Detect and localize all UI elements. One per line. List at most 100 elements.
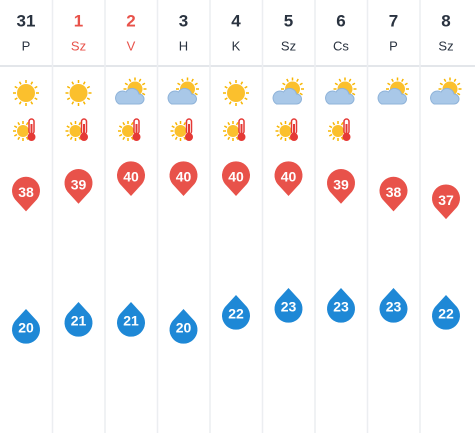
day-number: 31 [17, 11, 36, 30]
weekday: P [389, 38, 398, 53]
sun-ray [296, 78, 299, 83]
sun-ray [453, 78, 457, 83]
sun-disc [69, 84, 88, 102]
min-temperature-drop [432, 295, 460, 330]
sun-ray [171, 125, 175, 129]
heat-warning-icon [275, 118, 298, 141]
sun-ray [25, 121, 29, 126]
sun-ray [177, 82, 181, 86]
sun-ray [141, 92, 146, 96]
sun-ray [279, 136, 283, 141]
sun-ray [86, 85, 91, 89]
weather-icon [223, 80, 249, 106]
sun-ray [78, 136, 82, 141]
cloud [377, 87, 407, 105]
sun-ray [244, 97, 248, 101]
min-temperature: 23 [386, 299, 402, 315]
weekday: V [127, 38, 136, 53]
max-temperature-pin [274, 161, 303, 196]
max-temperature: 39 [333, 176, 349, 192]
sun-ray [34, 85, 38, 89]
thermometer-level [135, 124, 138, 134]
sun-ray [299, 82, 303, 86]
sun-ray [334, 82, 339, 86]
weekday: Sz [438, 38, 453, 53]
min-temperature-drop [274, 288, 303, 323]
sun-ray [387, 82, 391, 86]
heat-warning-icon [13, 118, 36, 141]
sun-ray [286, 78, 289, 83]
sun-ray [276, 133, 280, 137]
sun-ray [279, 121, 283, 126]
day-number: 8 [441, 11, 450, 30]
day-number: 3 [179, 11, 188, 30]
sun-ray [235, 136, 239, 141]
thermometer-level [83, 124, 85, 134]
sun-ray [128, 78, 132, 83]
sun-ray [227, 136, 231, 141]
thermometer-bulb [342, 133, 351, 141]
min-temperature: 21 [71, 313, 87, 329]
sun-ray [17, 136, 21, 141]
sun-ray [82, 81, 86, 85]
heat-warning-icon [65, 118, 88, 141]
max-temperature-pin [379, 176, 408, 212]
min-temperature: 20 [18, 320, 34, 336]
max-temperature: 40 [123, 169, 139, 185]
sun-ray [224, 85, 228, 89]
max-temperature: 40 [176, 169, 192, 185]
max-temperature-pin [117, 161, 145, 196]
sun-ray [124, 82, 129, 86]
sun-ray [71, 101, 75, 105]
sun-ray [282, 82, 286, 86]
sun-ray [25, 136, 29, 141]
weekday: K [232, 38, 241, 53]
sun-disc [122, 125, 134, 137]
sun-ray [18, 81, 22, 85]
sun-ray [351, 92, 356, 96]
sun-disc [279, 125, 292, 137]
cloud [167, 87, 197, 105]
cloud [430, 87, 460, 105]
min-temperature: 23 [333, 299, 349, 315]
sun-ray [328, 125, 333, 129]
min-temperature: 21 [123, 313, 139, 329]
min-temperature-drop [12, 309, 40, 344]
sun-ray [439, 82, 444, 86]
sun-ray [456, 82, 461, 86]
cloud [115, 87, 145, 105]
sun-ray [78, 121, 82, 126]
sun-ray [118, 133, 123, 137]
sun-ray [223, 133, 228, 137]
thermometer-bulb [237, 133, 246, 141]
max-temperature-pin [222, 161, 250, 196]
max-temperature: 40 [228, 169, 244, 185]
heat-warning-icon [328, 118, 351, 141]
max-temperature: 40 [281, 169, 297, 185]
sun-ray [401, 78, 404, 83]
sun-ray [299, 92, 303, 96]
sun-ray [183, 121, 187, 126]
weekday: Cs [333, 38, 349, 53]
max-temperature: 38 [386, 184, 402, 200]
sun-ray [71, 81, 75, 85]
sun-ray [288, 136, 292, 141]
sun-ray [86, 97, 91, 101]
cloud [272, 87, 302, 105]
sun-ray [340, 121, 344, 126]
sun-ray [66, 85, 71, 89]
day-number: 1 [74, 11, 83, 30]
thermometer-bulb [132, 133, 141, 141]
weather-icon [13, 80, 39, 106]
sun-disc [17, 84, 35, 102]
thermometer-level [293, 124, 295, 134]
sun-ray [13, 125, 18, 129]
sun-ray [456, 92, 461, 96]
sun-ray [13, 133, 18, 137]
sun-ray [443, 78, 447, 83]
weather-icon [65, 80, 92, 106]
sun-ray [228, 81, 232, 85]
sun-ray [348, 78, 352, 83]
thermometer-bulb [290, 133, 298, 141]
weekday: P [22, 38, 31, 53]
